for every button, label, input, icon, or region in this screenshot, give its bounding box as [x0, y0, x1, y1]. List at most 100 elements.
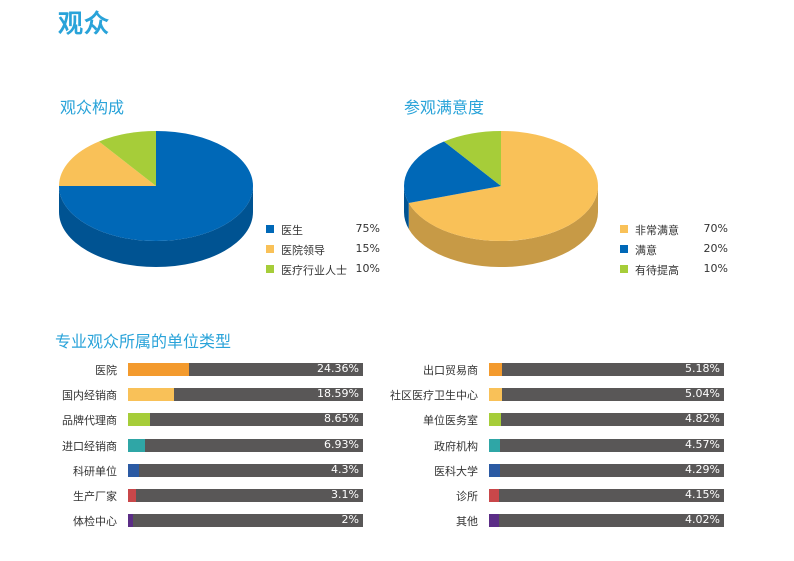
unit-type-label: 国内经销商: [62, 389, 117, 403]
unit-type-bar-fill: [489, 438, 501, 452]
audience-composition-slice-1: [59, 141, 156, 186]
unit-type-bar-track: 8.65%: [128, 412, 363, 427]
unit-type-bar-fill: [128, 438, 146, 452]
unit-type-value: 4.3%: [331, 462, 359, 476]
unit-type-label: 品牌代理商: [62, 414, 117, 428]
visitor-satisfaction-legend-value: 10%: [703, 262, 728, 275]
visitor-satisfaction-legend-swatch: [620, 245, 628, 253]
unit-type-bar-fill: [128, 413, 150, 427]
unit-type-label: 进口经销商: [62, 439, 117, 453]
visitor-satisfaction-legend-item: 满意 20%: [620, 242, 734, 262]
unit-type-row: 单位医务室 4.82%: [0, 412, 794, 428]
unit-type-bar-track: 4.3%: [128, 462, 363, 477]
unit-type-bar-track: 4.82%: [489, 412, 724, 427]
visitor-satisfaction-legend-value: 20%: [703, 242, 728, 255]
unit-type-label: 医院: [95, 364, 117, 377]
visitor-satisfaction-slice-1: [404, 141, 501, 203]
unit-type-value: 4.15%: [685, 488, 720, 501]
visitor-satisfaction-title: 参观满意度: [404, 98, 485, 117]
unit-type-bar-track: 24.36%: [128, 362, 363, 376]
unit-type-row: 进口经销商 6.93%: [0, 437, 794, 453]
unit-type-bar-fill: [489, 489, 500, 502]
unit-type-bar-track: 4.15%: [489, 488, 724, 502]
unit-type-value: 4.82%: [685, 412, 720, 426]
audience-composition-slice-2: [98, 131, 156, 186]
audience-composition-legend-item: 医疗行业人士 10%: [266, 262, 386, 282]
unit-type-value: 24.36%: [317, 362, 359, 375]
unit-type-title: 专业观众所属的单位类型: [55, 332, 232, 351]
visitor-satisfaction-side-1: [404, 186, 409, 229]
audience-composition-legend-value: 75%: [355, 222, 380, 235]
unit-type-bar-fill: [128, 463, 139, 477]
audience-composition-legend-value: 10%: [355, 262, 380, 275]
unit-type-row: 诊所 4.15%: [0, 488, 794, 503]
audience-composition-side-0: [59, 186, 253, 267]
unit-type-row: 其他 4.02%: [0, 513, 794, 529]
unit-type-label: 出口贸易商: [423, 364, 478, 377]
unit-type-value: 4.57%: [685, 437, 720, 451]
unit-type-bar-fill: [489, 413, 502, 427]
unit-type-bar-fill: [489, 463, 500, 477]
visitor-satisfaction-legend-value: 70%: [703, 222, 728, 235]
visitor-satisfaction-legend-name: 非常满意: [635, 224, 679, 237]
unit-type-bar-track: 3.1%: [128, 488, 363, 502]
unit-type-value: 4.02%: [685, 513, 720, 527]
audience-composition-title: 观众构成: [60, 98, 125, 117]
unit-type-bar-track: 4.57%: [489, 437, 724, 452]
audience-composition-pie: [59, 131, 253, 267]
unit-type-bar-fill: [489, 514, 500, 528]
unit-type-bar-track: 4.29%: [489, 462, 724, 477]
unit-type-label: 生产厂家: [73, 490, 117, 503]
unit-type-value: 6.93%: [324, 437, 359, 451]
visitor-satisfaction-legend-name: 有待提高: [635, 264, 679, 277]
audience-composition-legend-name: 医院领导: [281, 244, 325, 257]
audience-composition-legend-swatch: [266, 265, 274, 273]
unit-type-label: 单位医务室: [423, 414, 478, 428]
visitor-satisfaction-legend-name: 满意: [635, 244, 657, 257]
audience-composition-legend-item: 医院领导 15%: [266, 242, 386, 262]
visitor-satisfaction-side-0: [408, 186, 598, 267]
visitor-satisfaction-pie: [404, 131, 598, 267]
unit-type-label: 诊所: [456, 490, 478, 503]
unit-type-value: 8.65%: [324, 412, 359, 426]
audience-composition-legend-swatch: [266, 225, 274, 233]
visitor-satisfaction-legend: 非常满意 70% 满意 20% 有待提高 10%: [620, 222, 734, 282]
unit-type-row: 品牌代理商 8.65%: [0, 412, 794, 428]
audience-composition-legend-value: 15%: [355, 242, 380, 255]
unit-type-bar-fill: [128, 363, 189, 376]
unit-type-row: 国内经销商 18.59%: [0, 387, 794, 403]
unit-type-bar-fill: [489, 388, 502, 402]
unit-type-row: 政府机构 4.57%: [0, 437, 794, 453]
visitor-satisfaction-slice-2: [443, 131, 501, 186]
unit-type-bar-track: 5.04%: [489, 387, 724, 402]
unit-type-label: 政府机构: [434, 439, 478, 453]
unit-type-value: 3.1%: [331, 488, 359, 501]
page-title: 观众: [58, 9, 111, 38]
unit-type-value: 5.04%: [685, 387, 720, 401]
audience-composition-legend-item: 医生 75%: [266, 222, 386, 242]
unit-type-bar-fill: [489, 363, 502, 376]
unit-type-label: 其他: [456, 515, 478, 529]
unit-type-bar-fill: [128, 489, 136, 502]
audience-composition-legend-name: 医生: [281, 224, 303, 237]
unit-type-label: 科研单位: [73, 464, 117, 478]
unit-type-bar-fill: [128, 388, 175, 402]
unit-type-bar-fill: [128, 514, 133, 528]
visitor-satisfaction-legend-swatch: [620, 265, 628, 273]
unit-type-bar-track: 18.59%: [128, 387, 363, 402]
visitor-satisfaction-legend-swatch: [620, 225, 628, 233]
unit-type-row: 医科大学 4.29%: [0, 462, 794, 478]
audience-composition-legend-swatch: [266, 245, 274, 253]
unit-type-bar-track: 2%: [128, 513, 363, 528]
unit-type-value: 4.29%: [685, 462, 720, 476]
unit-type-row: 生产厂家 3.1%: [0, 488, 794, 503]
audience-composition-legend-name: 医疗行业人士: [281, 264, 347, 277]
unit-type-value: 5.18%: [685, 362, 720, 375]
visitor-satisfaction-legend-item: 非常满意 70%: [620, 222, 734, 242]
unit-type-row: 体检中心 2%: [0, 513, 794, 529]
unit-type-label: 体检中心: [73, 515, 117, 529]
unit-type-row: 社区医疗卫生中心 5.04%: [0, 387, 794, 402]
unit-type-bar-track: 6.93%: [128, 437, 363, 452]
unit-type-label: 医科大学: [434, 464, 478, 478]
unit-type-row: 出口贸易商 5.18%: [0, 362, 794, 377]
